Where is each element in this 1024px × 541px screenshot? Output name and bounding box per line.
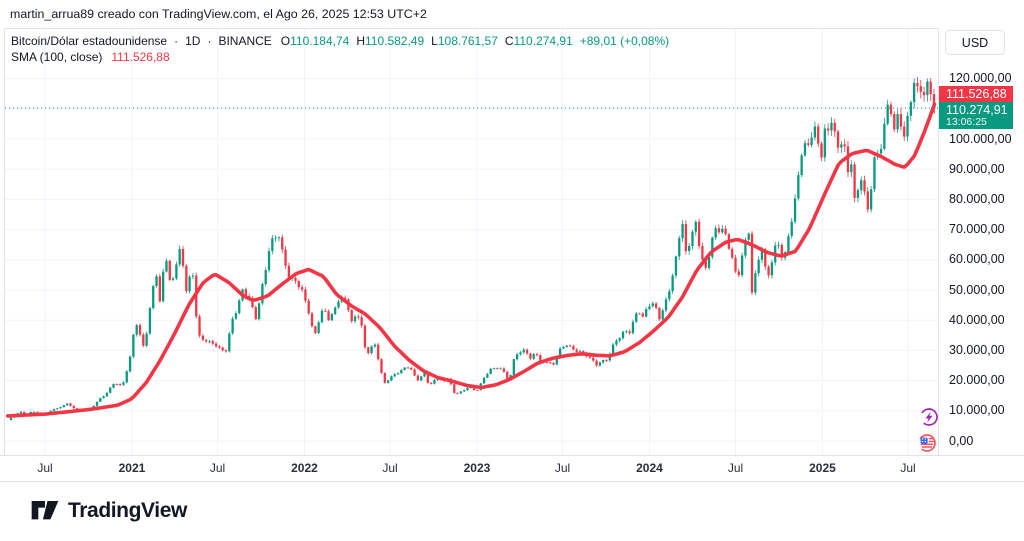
time-tick-year-label: 2025: [809, 461, 836, 475]
time-tick-year-label: 2022: [291, 461, 318, 475]
time-tick-month-label: Jul: [209, 461, 226, 475]
crypto-events-icon[interactable]: [918, 406, 940, 428]
price-scale[interactable]: USD 120.000,00 100.000,00 90.000,00 80.000,…: [938, 28, 1024, 455]
time-tick-month-label: Jul: [382, 461, 398, 475]
time-tick-month-label: Jul: [727, 461, 744, 475]
symbol-title[interactable]: Bitcoin/Dólar estadounidense: [11, 34, 168, 48]
tradingview-logo-icon: [31, 501, 59, 520]
price-tick-label: 60.000,00: [949, 252, 1005, 267]
time-tick-year-label: 2021: [118, 461, 146, 475]
legend-separator: ·: [174, 34, 179, 48]
high-label: H: [356, 34, 365, 48]
price-tick-label: 40.000,00: [949, 312, 1005, 327]
open-label: O: [280, 34, 291, 48]
time-tick-month-label: Jul: [554, 461, 571, 475]
price-tick-label: 90.000,00: [949, 161, 1005, 176]
grid-lines: [5, 28, 938, 455]
exchange-label[interactable]: BINANCE: [218, 34, 272, 48]
legend-separator: ·: [207, 34, 212, 48]
high-value: 110.582,49: [364, 34, 425, 48]
price-tick-label: 20.000,00: [949, 373, 1005, 388]
price-tick-label: 10.000,00: [949, 403, 1005, 418]
price-tick-label: 120.000,00: [949, 71, 1012, 86]
time-tick-month-label: Jul: [37, 461, 53, 475]
time-scale[interactable]: Jul 2021 Jul 2022 Jul 2023 Jul 2024 Jul 2025 Jul: [0, 455, 1024, 482]
sma-legend-row: SMA (100, close) 111.526,88: [11, 49, 669, 65]
price-tick-label: 30.000,00: [949, 342, 1005, 357]
chart-legend: Bitcoin/Dólar estadounidense · 1D · BINA…: [11, 33, 669, 65]
bar-close-countdown: 13:06:25: [946, 116, 987, 128]
tradingview-wordmark: TradingView: [68, 499, 187, 522]
price-tick-label: 100.000,00: [949, 131, 1012, 146]
close-value: 110.274,91: [513, 34, 573, 48]
currency-unit-button[interactable]: USD: [945, 30, 1005, 55]
low-label: L: [431, 34, 438, 48]
price-tick-label: 0,00: [949, 433, 974, 448]
tradingview-footer-logo[interactable]: TradingView: [30, 499, 187, 523]
change-value: +89,01 (+0,08%): [579, 34, 670, 48]
sma-label[interactable]: SMA (100, close): [11, 50, 103, 64]
time-tick-year-label: 2024: [636, 461, 663, 475]
interval-label[interactable]: 1D: [185, 34, 201, 48]
low-value: 108.761,57: [437, 34, 498, 48]
last-price-badge: 110.274,91 13:06:25: [939, 102, 1013, 129]
last-price-value: 110.274,91: [946, 103, 1008, 117]
sma-price-badge: 111.526,88: [939, 86, 1013, 102]
time-tick-year-label: 2023: [463, 461, 491, 475]
sma-line[interactable]: [5, 102, 937, 418]
price-tick-label: 80.000,00: [949, 191, 1005, 206]
time-tick-month-label: Jul: [900, 461, 916, 475]
chart-pane[interactable]: [0, 28, 1024, 455]
us-economic-events-icon[interactable]: [916, 432, 938, 454]
close-label: C: [504, 34, 514, 48]
attribution-text: martin_arrua89 creado con TradingView.co…: [10, 7, 427, 21]
sma-value: 111.526,88: [111, 50, 170, 64]
open-value: 110.184,74: [290, 34, 350, 48]
symbol-legend-row: Bitcoin/Dólar estadounidense · 1D · BINA…: [11, 33, 669, 49]
price-tick-label: 70.000,00: [949, 222, 1005, 237]
price-tick-label: 50.000,00: [949, 282, 1005, 297]
